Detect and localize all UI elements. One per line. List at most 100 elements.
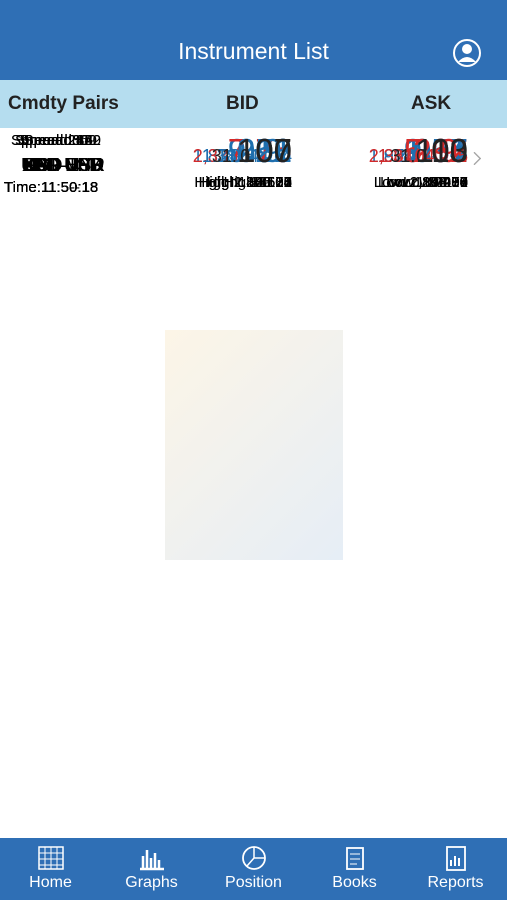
time: Time:11:50:18	[4, 179, 99, 196]
tab-label: Books	[332, 874, 377, 891]
bid-big: 23	[255, 132, 292, 169]
tab-icon	[139, 850, 164, 871]
tab[interactable]: Books	[304, 838, 405, 900]
bid-pre: 1,87	[192, 146, 228, 166]
ask-big: 5.97	[403, 132, 468, 169]
bid-high: High: 20.621	[206, 174, 292, 191]
bid-high: High: 105.15	[206, 174, 292, 191]
tab-label: Position	[225, 874, 282, 891]
bid-price: 877.51	[208, 132, 292, 170]
time: Time:11:50:18	[4, 179, 99, 196]
tab[interactable]: Reports	[405, 838, 506, 900]
bid-pre: 20.5	[220, 146, 256, 166]
bid-high: High: 2,346.04	[194, 174, 292, 191]
tab-icon	[37, 846, 64, 870]
spread: Spread: 600	[15, 132, 97, 149]
bid-pre: 0.	[240, 146, 256, 166]
bid-price: 1,879.18	[193, 132, 292, 170]
bid-big: 96	[255, 132, 292, 169]
ask-price: 104.95	[405, 132, 468, 170]
time: Time:11:50:18	[4, 179, 99, 196]
ask-price: 2,365.97	[369, 132, 468, 170]
column-header: Cmdty Pairs BID ASK	[0, 80, 507, 128]
pair: EUR-USD	[21, 155, 104, 175]
tab-icon	[345, 847, 364, 870]
time: Time:11:50:18	[4, 179, 99, 196]
chevron	[468, 152, 481, 165]
ask-low: Low: 1.31114	[380, 174, 468, 191]
spread: Spread: 369	[15, 132, 97, 149]
ask-big: 65	[431, 132, 468, 169]
instrument-list: Spread: 46 XAU-USD Time:11:50:18 1,879.18 Hi…	[0, 128, 507, 838]
pair: XPD-USD	[22, 155, 104, 175]
bid-big: 107	[236, 132, 292, 169]
ask-low: Low: 1,875.00	[373, 174, 468, 191]
tab-icon	[445, 846, 466, 871]
ask-low: Low: 893.39	[386, 174, 468, 191]
bid-big: 7.75	[227, 132, 292, 169]
ask-price: 1.18051	[378, 132, 468, 170]
bid-price: 0.00	[240, 132, 292, 170]
bid-high: High: 24.121	[206, 174, 292, 191]
bid-big: 051	[236, 132, 292, 169]
watermark	[165, 330, 343, 560]
spread: Spread: 46	[19, 132, 93, 149]
ask-pre: 90	[383, 146, 404, 166]
bid-big: 9	[263, 132, 282, 169]
bid-pre: 2,33	[192, 146, 228, 166]
ask-price: 0.00	[416, 132, 468, 170]
ask-price: 31.113	[390, 132, 468, 170]
tab-label: Reports	[427, 874, 484, 891]
bid-price: 1.31262	[202, 132, 292, 170]
bid-high: High: 1.31583	[198, 174, 292, 191]
spread: Spread: 0	[23, 132, 89, 149]
pair: XAG-USD	[21, 155, 104, 175]
ask-big: 262	[412, 132, 468, 169]
bid-post: 4	[281, 146, 292, 166]
bid-pre: 87	[207, 146, 228, 166]
ask-price: 24.365	[396, 132, 468, 170]
ask-post: 5	[457, 146, 468, 166]
bid-price: 2,337.75	[193, 132, 292, 170]
bid-price: 31.107	[212, 132, 292, 170]
ask-big: 9.64	[403, 132, 468, 169]
tab-label: Home	[29, 874, 72, 891]
ask-pre: 20.5	[396, 146, 432, 166]
pair: XPT-USD	[23, 155, 102, 175]
bid-high: High: 879.22	[206, 174, 292, 191]
time: Time:11:50:18	[4, 179, 99, 196]
bid-high: High: 0.00	[223, 174, 292, 191]
bid-pre: 1.31	[201, 146, 237, 166]
time-value: --	[70, 179, 80, 196]
column-title: Cmdty Pairs	[8, 93, 119, 114]
profile-icon[interactable]	[452, 38, 482, 68]
pair: XAU-USD	[22, 155, 104, 175]
bid-pre: 1.18	[201, 146, 237, 166]
column-title: ASK	[411, 93, 452, 114]
ask-big: 9	[439, 132, 458, 169]
bid-price: 1.18051	[202, 132, 292, 170]
column-title: BID	[226, 93, 259, 114]
ask-pre: 0.	[416, 146, 432, 166]
bid-big: 262	[236, 132, 292, 169]
bid-high: High: 1.18127	[198, 174, 292, 191]
bid-pre: 104.	[228, 146, 264, 166]
ask-low: Low: 24.289	[386, 174, 468, 191]
ask-pre: 2,36	[368, 146, 404, 166]
bid-pre: 31.	[211, 146, 237, 166]
header-title: Instrument List	[178, 38, 329, 64]
time: Time:11:50:18	[4, 179, 99, 196]
tab[interactable]: Home	[0, 838, 101, 900]
bid-big: 00	[255, 132, 292, 169]
tab[interactable]: Position	[203, 838, 304, 900]
pair: USD-MYR	[21, 155, 105, 175]
tab[interactable]: Graphs	[101, 838, 202, 900]
spread: Spread: 2350	[10, 132, 102, 149]
time: Time:11:50:18	[4, 179, 99, 196]
ask-price: 20.537	[396, 132, 468, 170]
header: Instrument List	[0, 0, 507, 80]
spread: Spread: 2822	[10, 132, 102, 149]
ask-big: 051	[412, 132, 468, 169]
ask-pre: 1.18	[377, 146, 413, 166]
ask-pre: 104.	[404, 146, 440, 166]
